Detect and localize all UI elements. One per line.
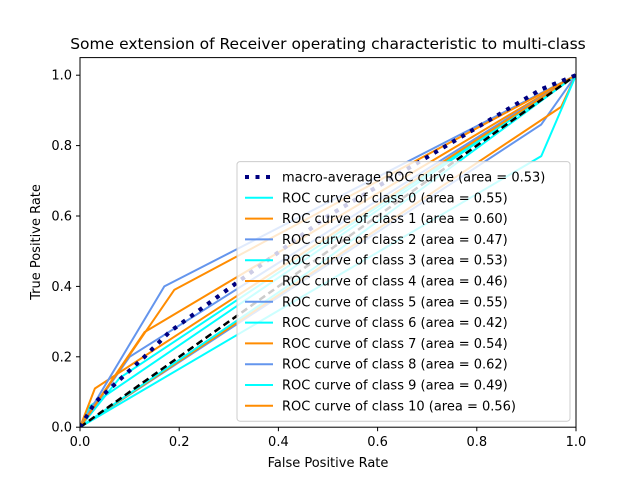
chance-diagonal-line: [80, 74, 576, 428]
x-tick-label: 0.2: [169, 435, 190, 450]
x-tick-label: 0.8: [466, 435, 487, 450]
x-tick-label: 1.0: [566, 435, 587, 450]
legend-label-4: ROC curve of class 3 (area = 0.53): [282, 254, 508, 269]
series-line-11: [80, 74, 576, 428]
y-tick-label: 0.8: [51, 139, 72, 154]
x-axis-title: False Positive Rate: [268, 456, 389, 471]
legend-label-2: ROC curve of class 1 (area = 0.60): [282, 212, 508, 227]
y-axis-title: True Positive Rate: [29, 184, 44, 301]
legend-label-6: ROC curve of class 5 (area = 0.55): [282, 295, 508, 310]
y-tick-label: 0.2: [51, 350, 72, 365]
x-axis: 0.0 0.2 0.4 0.6 0.8 1.0: [70, 427, 587, 450]
x-tick-label: 0.6: [367, 435, 388, 450]
series-line-3: [80, 74, 576, 428]
legend-label-0: macro-average ROC curve (area = 0.53): [282, 171, 545, 186]
legend-label-8: ROC curve of class 7 (area = 0.54): [282, 337, 508, 352]
y-tick-label: 1.0: [51, 69, 72, 84]
plot-frame: [79, 57, 577, 428]
legend: macro-average ROC curve (area = 0.53) ROC…: [236, 161, 571, 422]
chart-title: Some extension of Receiver operating cha…: [70, 35, 586, 53]
legend-label-10: ROC curve of class 9 (area = 0.49): [282, 379, 508, 394]
series-line-7: [80, 74, 576, 428]
y-tick-label: 0.4: [51, 280, 72, 295]
y-tick-label: 0.6: [51, 210, 72, 225]
y-axis: 0.0 0.2 0.4 0.6 0.8 1.0: [51, 69, 80, 436]
legend-label-9: ROC curve of class 8 (area = 0.62): [282, 358, 508, 373]
curves-layer: [80, 73, 576, 428]
series-line-9: [80, 74, 576, 428]
legend-label-7: ROC curve of class 6 (area = 0.42): [282, 316, 508, 331]
x-tick-label: 0.4: [268, 435, 289, 450]
y-tick-label: 0.0: [51, 421, 72, 436]
x-tick-label: 0.0: [70, 435, 91, 450]
legend-label-1: ROC curve of class 0 (area = 0.55): [282, 191, 508, 206]
legend-label-11: ROC curve of class 10 (area = 0.56): [282, 399, 516, 414]
legend-label-5: ROC curve of class 4 (area = 0.46): [282, 275, 508, 290]
legend-box: [236, 161, 571, 422]
legend-label-3: ROC curve of class 2 (area = 0.47): [282, 233, 508, 248]
